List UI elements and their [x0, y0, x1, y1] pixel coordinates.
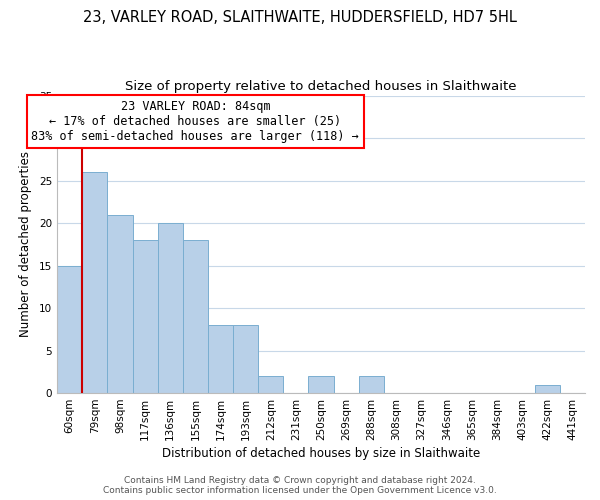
Bar: [158, 223, 183, 393]
Bar: [107, 214, 133, 393]
Bar: [57, 266, 82, 393]
Bar: [233, 325, 258, 393]
Bar: [82, 172, 107, 393]
X-axis label: Distribution of detached houses by size in Slaithwaite: Distribution of detached houses by size …: [162, 447, 480, 460]
Text: 23 VARLEY ROAD: 84sqm
← 17% of detached houses are smaller (25)
83% of semi-deta: 23 VARLEY ROAD: 84sqm ← 17% of detached …: [31, 100, 359, 143]
Bar: [535, 384, 560, 393]
Bar: [133, 240, 158, 393]
Text: Contains HM Land Registry data © Crown copyright and database right 2024.
Contai: Contains HM Land Registry data © Crown c…: [103, 476, 497, 495]
Y-axis label: Number of detached properties: Number of detached properties: [19, 152, 32, 338]
Bar: [359, 376, 384, 393]
Bar: [208, 325, 233, 393]
Bar: [183, 240, 208, 393]
Bar: [258, 376, 283, 393]
Text: 23, VARLEY ROAD, SLAITHWAITE, HUDDERSFIELD, HD7 5HL: 23, VARLEY ROAD, SLAITHWAITE, HUDDERSFIE…: [83, 10, 517, 25]
Title: Size of property relative to detached houses in Slaithwaite: Size of property relative to detached ho…: [125, 80, 517, 93]
Bar: [308, 376, 334, 393]
